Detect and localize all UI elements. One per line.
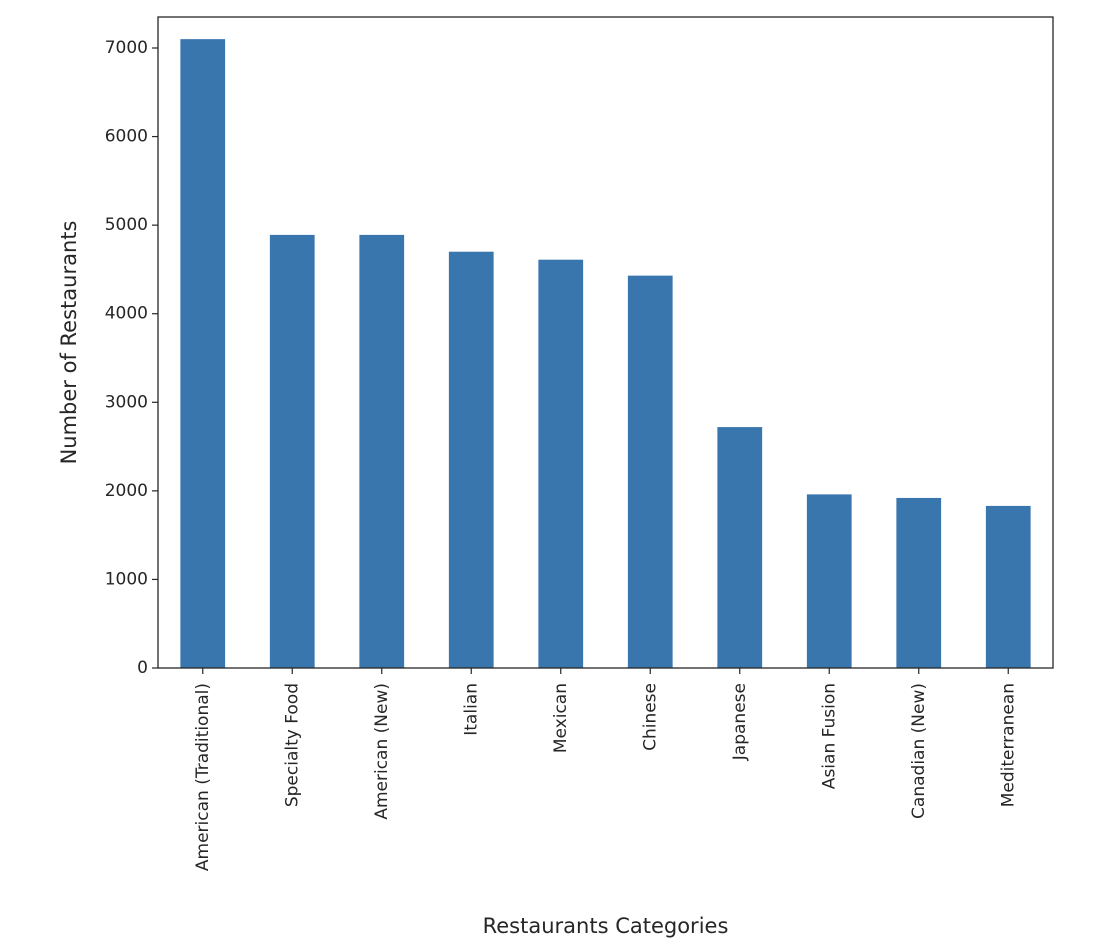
y-tick-label: 7000 — [105, 38, 148, 58]
x-tick-label: Specialty Food — [282, 683, 302, 807]
x-tick-label: Japanese — [730, 683, 750, 761]
bar — [448, 251, 494, 668]
y-axis-ticks: 0 1000 2000 3000 4000 5000 6000 7000 — [105, 38, 158, 678]
bar — [717, 427, 763, 668]
x-axis-title: Restaurants Categories — [483, 914, 729, 938]
x-tick-label: Asian Fusion — [819, 683, 839, 789]
y-tick-label: 0 — [137, 658, 148, 678]
x-tick-label: American (New) — [372, 683, 392, 820]
bar — [806, 494, 852, 668]
y-tick-label: 6000 — [105, 127, 148, 147]
bar — [269, 234, 315, 668]
bar — [359, 234, 405, 668]
x-tick-label: Chinese — [640, 683, 660, 751]
bar — [985, 505, 1031, 668]
x-tick-label: Canadian (New) — [909, 683, 929, 819]
y-tick-label: 1000 — [105, 569, 148, 589]
y-axis-title: Number of Restaurants — [57, 221, 81, 465]
plot-frame — [157, 16, 1054, 669]
y-tick-label: 2000 — [105, 481, 148, 501]
bar — [896, 497, 942, 668]
y-tick-label: 3000 — [105, 392, 148, 412]
x-axis-ticks: American (Traditional) Specialty Food Amer… — [193, 668, 1018, 871]
x-tick-label: Mediterranean — [998, 683, 1018, 807]
x-tick-label: Italian — [461, 683, 481, 736]
bar — [627, 275, 673, 668]
x-tick-label: American (Traditional) — [193, 683, 213, 871]
bars-layer — [180, 39, 1031, 668]
y-tick-label: 5000 — [105, 215, 148, 235]
x-tick-label: Mexican — [551, 683, 571, 753]
y-tick-label: 4000 — [105, 304, 148, 324]
bar — [538, 259, 584, 668]
bar — [180, 39, 226, 668]
